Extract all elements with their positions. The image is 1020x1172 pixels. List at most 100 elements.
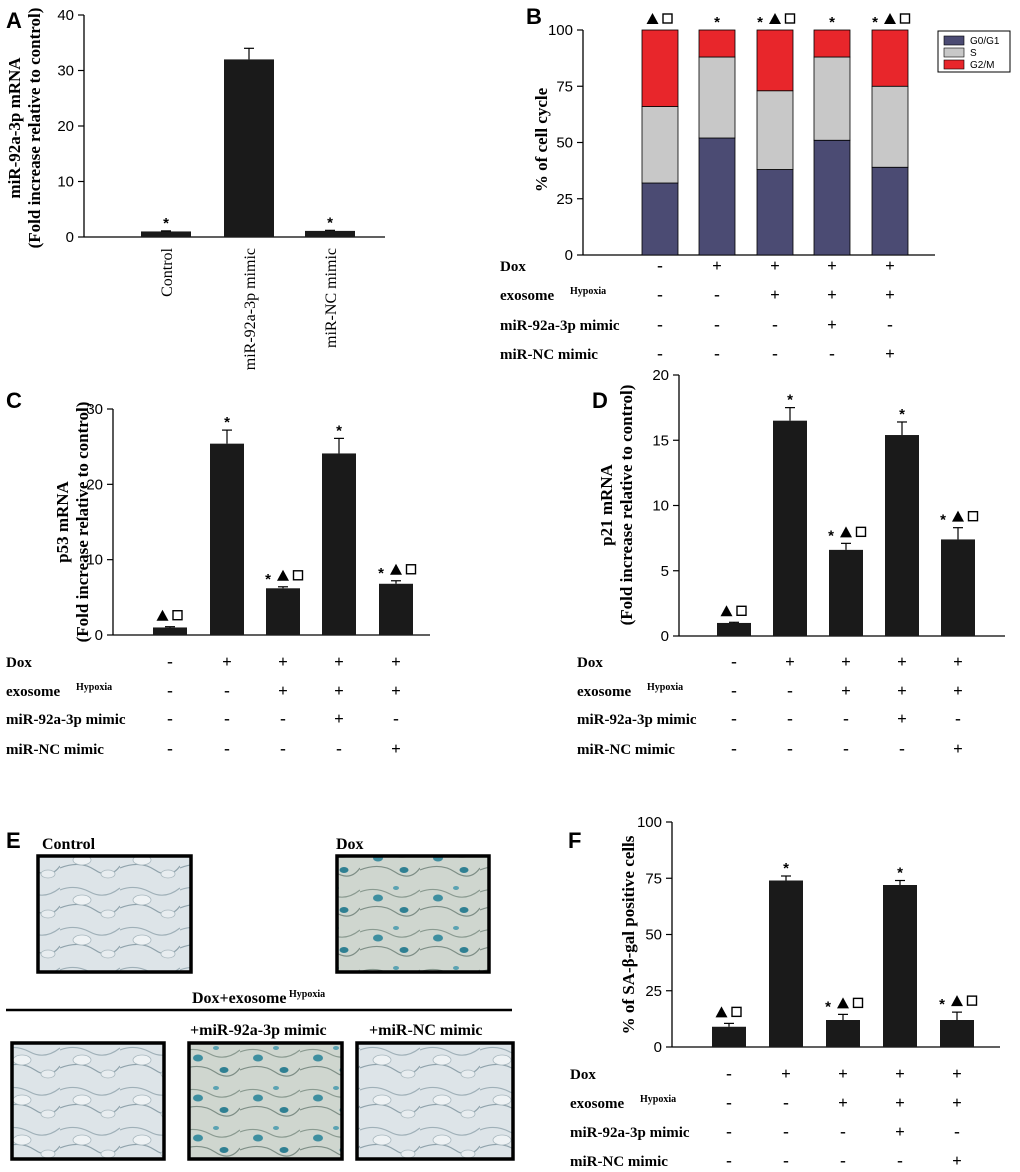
panel-c-conditions-label-mir92: miR-92a-3p mimic <box>6 712 126 728</box>
panel-b-ylabel: % of cell cycle <box>532 87 551 192</box>
panel-e-image-mir92 <box>187 1041 344 1161</box>
panel-c-conditions-label-dox: Dox <box>6 655 32 671</box>
panel-b-y-tick-label: 25 <box>556 191 573 208</box>
panel-a-bar <box>305 230 355 237</box>
panel-b-conditions-cell: - <box>714 344 720 363</box>
panel-c-letter: C <box>6 388 22 413</box>
panel-d-conditions-label-exosome: exosome <box>577 684 631 700</box>
panel-b-square-marker <box>899 13 911 24</box>
panel-a-ylabel-sub: (Fold increase relative to control) <box>25 8 44 249</box>
panel-e-group-sup: Hypoxia <box>289 989 325 1000</box>
panel-b-conditions-cell: + <box>770 256 780 275</box>
panel-e-image-control <box>36 854 193 974</box>
panel-f-y-tick-label: 50 <box>645 927 662 944</box>
panel-d-conditions-label-dox: Dox <box>577 655 603 671</box>
panel-f-conditions-label-dox: Dox <box>570 1067 596 1083</box>
panel-b-legend-swatch <box>943 59 965 70</box>
panel-d-square-marker <box>855 526 867 538</box>
panel-c-conditions-cell: - <box>224 739 230 758</box>
panel-d-conditions-cell: - <box>731 681 737 700</box>
panel-b-conditions-cell: - <box>829 344 835 363</box>
panel-d-conditions-cell: + <box>897 681 907 700</box>
panel-a-ylabel: miR-92a-3p mRNA <box>5 57 24 199</box>
panel-e-dox-label: Dox <box>336 836 364 853</box>
panel-b-conditions-cell: + <box>827 315 837 334</box>
panel-b-bar-G2/M <box>698 29 736 58</box>
panel-d-conditions-cell: + <box>953 652 963 671</box>
panel-d-conditions-cell: - <box>843 739 849 758</box>
panel-b-conditions-label-exosome-sup: Hypoxia <box>570 286 606 297</box>
panel-b-conditions-cell: + <box>827 256 837 275</box>
panel-c-star-marker: * <box>224 414 230 431</box>
panel-d-ylabel: p21 mRNA <box>597 463 616 545</box>
panel-f-conditions-cell: - <box>726 1122 732 1141</box>
panel-c-conditions-cell: - <box>167 652 173 671</box>
panel-c-conditions-cell: + <box>391 652 401 671</box>
panel-b-conditions-cell: + <box>885 344 895 363</box>
panel-b-y-tick-label: 50 <box>556 135 573 152</box>
panel-d-conditions-label-exosome-sup: Hypoxia <box>647 682 683 693</box>
panel-b-bar-S <box>871 85 909 168</box>
panel-c-conditions-cell: - <box>167 739 173 758</box>
panel-f-y-tick-label: 75 <box>645 870 662 887</box>
panel-d-bar <box>829 549 863 636</box>
panel-e-letter: E <box>6 828 21 853</box>
panel-b-star-marker: * <box>714 14 720 31</box>
panel-d-y-tick-label: 5 <box>661 563 669 580</box>
panel-f-conditions-cell: + <box>952 1151 962 1170</box>
panel-f-triangle-marker <box>837 997 849 1009</box>
panel-b-letter: B <box>526 4 542 29</box>
panel-f-star-marker: * <box>825 998 831 1015</box>
panel-f-star-marker: * <box>939 996 945 1013</box>
panel-d-conditions-cell: - <box>731 739 737 758</box>
panel-c-conditions-cell: + <box>391 681 401 700</box>
panel-b-conditions-label-mirnc: miR-NC mimic <box>500 347 598 363</box>
panel-f-conditions-cell: - <box>726 1151 732 1170</box>
panel-c-conditions-label-exosome-sup: Hypoxia <box>76 682 112 693</box>
panel-b-square-marker <box>662 13 673 24</box>
panel-f-conditions-label-exosome-sup: Hypoxia <box>640 1094 676 1105</box>
panel-f-bar <box>769 880 803 1047</box>
panel-a-category-label: Control <box>159 247 176 296</box>
panel-f-bar <box>712 1026 746 1047</box>
panel-a-y-tick-label: 10 <box>57 174 74 191</box>
panel-b-bar-G2/M <box>756 29 794 92</box>
panel-b-legend-label: S <box>970 48 977 59</box>
panel-a-bar <box>141 231 191 237</box>
panel-e-image-dox <box>335 854 491 974</box>
panel-d-conditions-cell: - <box>731 709 737 728</box>
panel-b-star-marker: * <box>757 14 763 31</box>
panel-b-conditions-cell: - <box>657 315 663 334</box>
panel-c-conditions-cell: - <box>167 709 173 728</box>
panel-c-conditions-cell: - <box>393 709 399 728</box>
panel-c-conditions-cell: - <box>280 709 286 728</box>
panel-f-letter: F <box>568 828 581 853</box>
panel-b-conditions-cell: - <box>657 344 663 363</box>
panel-f-star-marker: * <box>783 860 789 877</box>
panel-f-conditions-cell: + <box>952 1064 962 1083</box>
panel-c-y-tick-label: 20 <box>86 476 103 493</box>
panel-b-conditions-label-dox: Dox <box>500 259 526 275</box>
panel-b-conditions-cell: + <box>885 256 895 275</box>
panel-f-conditions-cell: + <box>952 1093 962 1112</box>
panel-f-ylabel: % of SA-β-gal positive cells <box>619 835 638 1034</box>
panel-d-conditions-cell: + <box>897 652 907 671</box>
panel-c-y-tick-label: 0 <box>95 627 103 644</box>
panel-a-star-marker: * <box>163 215 169 232</box>
panel-d-y-tick-label: 20 <box>652 367 669 384</box>
panel-c-bar <box>379 583 413 635</box>
panel-c-conditions-cell: + <box>334 709 344 728</box>
panel-c-conditions-cell: + <box>334 652 344 671</box>
panel-a-y-tick-label: 40 <box>57 7 74 24</box>
panel-b-y-tick-label: 100 <box>548 22 573 39</box>
panel-f-conditions-cell: + <box>895 1122 905 1141</box>
panel-f-conditions-label-mir92: miR-92a-3p mimic <box>570 1125 690 1141</box>
panel-d-conditions-label-mirnc: miR-NC mimic <box>577 742 675 758</box>
panel-b-conditions-cell: - <box>772 315 778 334</box>
panel-c-conditions-cell: + <box>278 652 288 671</box>
panel-f-conditions-cell: + <box>781 1064 791 1083</box>
panel-f-y-tick-label: 25 <box>645 983 662 1000</box>
panel-d-conditions-cell: - <box>955 709 961 728</box>
panel-a-bar <box>224 59 274 238</box>
